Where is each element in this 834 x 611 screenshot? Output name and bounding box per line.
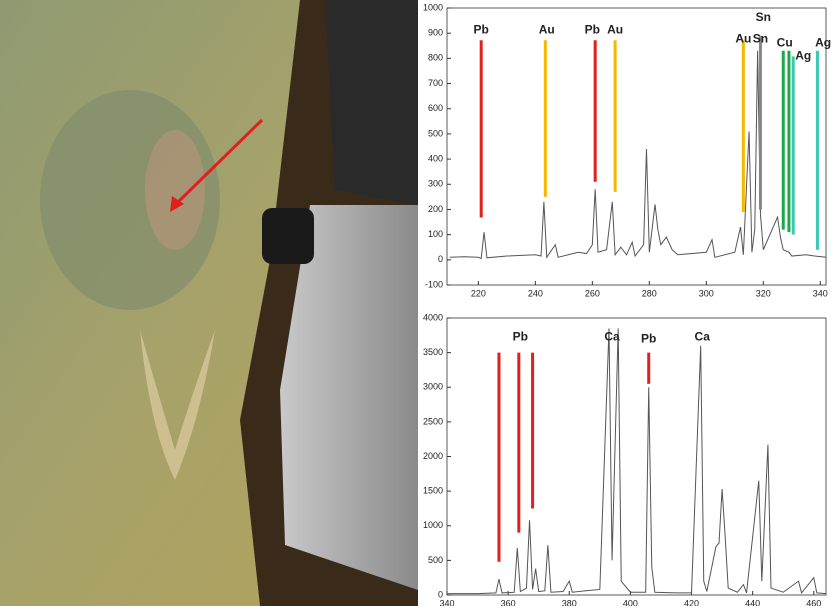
y-tick-label: 400: [428, 153, 443, 163]
x-tick-label: 260: [585, 288, 600, 298]
x-tick-label: 280: [642, 288, 657, 298]
x-tick-label: 460: [806, 598, 821, 606]
element-label: Cu: [777, 35, 793, 49]
y-tick-label: 1500: [423, 486, 443, 496]
y-tick-label: 200: [428, 204, 443, 214]
element-label: Sn: [753, 32, 768, 46]
x-tick-label: 300: [699, 288, 714, 298]
y-tick-label: 100: [428, 229, 443, 239]
x-tick-label: 220: [471, 288, 486, 298]
element-label: Ca: [604, 330, 620, 344]
element-label: Ca: [695, 330, 711, 344]
x-tick-label: 340: [439, 598, 454, 606]
element-label: Pb: [641, 332, 656, 346]
y-tick-label: 800: [428, 53, 443, 63]
element-label: Pb: [513, 330, 528, 344]
y-tick-label: 3500: [423, 347, 443, 357]
y-tick-label: 4000: [423, 312, 443, 322]
x-tick-label: 320: [756, 288, 771, 298]
x-tick-label: 420: [684, 598, 699, 606]
element-label: Sn: [756, 10, 771, 24]
x-tick-label: 380: [562, 598, 577, 606]
x-tick-label: 240: [528, 288, 543, 298]
element-label: Ag: [815, 35, 831, 49]
y-tick-label: 2500: [423, 416, 443, 426]
element-label: Au: [539, 22, 555, 36]
plot-frame: [447, 318, 826, 595]
y-tick-label: -100: [425, 279, 443, 289]
element-label: Ag: [795, 49, 811, 63]
x-tick-label: 360: [501, 598, 516, 606]
y-tick-label: 300: [428, 179, 443, 189]
y-tick-label: 2000: [423, 451, 443, 461]
y-tick-label: 500: [428, 128, 443, 138]
plot-frame: [447, 8, 826, 285]
element-label: Pb: [585, 22, 600, 36]
x-tick-label: 440: [745, 598, 760, 606]
y-tick-label: 1000: [423, 520, 443, 530]
y-tick-label: 0: [438, 254, 443, 264]
element-label: Au: [735, 32, 751, 46]
element-label: Au: [607, 22, 623, 36]
y-tick-label: 500: [428, 555, 443, 565]
y-tick-label: 900: [428, 28, 443, 38]
y-tick-label: 700: [428, 78, 443, 88]
x-tick-label: 340: [813, 288, 828, 298]
y-tick-label: 600: [428, 103, 443, 113]
y-tick-label: 1000: [423, 2, 443, 12]
element-label: Pb: [474, 22, 489, 36]
y-tick-label: 3000: [423, 382, 443, 392]
photo: [0, 0, 418, 606]
figure: -100 0 100 200 300 400 500 600 700 800 900 1000 220 2…: [0, 0, 834, 606]
x-tick-label: 400: [623, 598, 638, 606]
